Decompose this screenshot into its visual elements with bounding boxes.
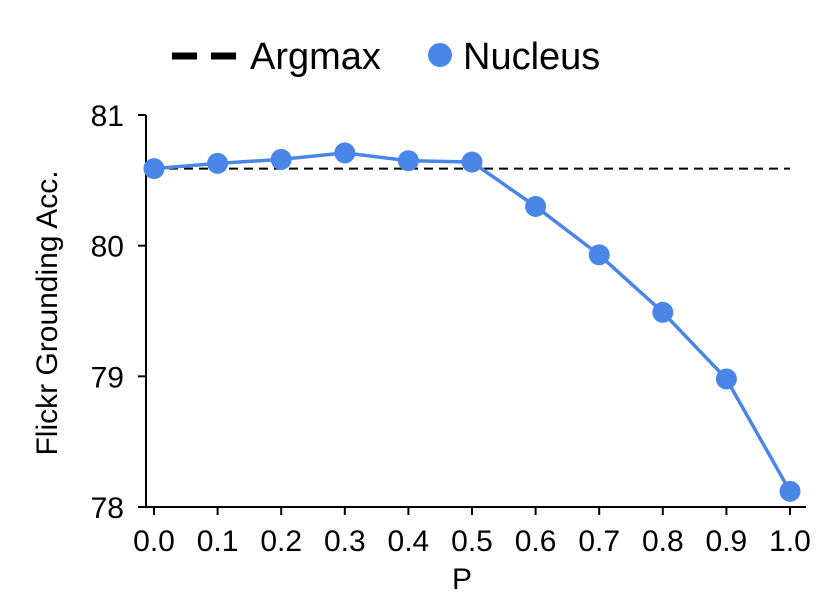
x-tick-label: 0.2 (260, 525, 302, 558)
nucleus-series-line (153, 151, 792, 493)
nucleus-data-point (143, 158, 165, 180)
y-tick-label: 79 (91, 361, 124, 394)
nucleus-data-point (270, 148, 292, 170)
y-tick-label: 78 (91, 492, 124, 525)
nucleus-legend-label: Nucleus (463, 36, 600, 78)
x-tick-label: 0.6 (515, 525, 557, 558)
nucleus-data-point (779, 480, 801, 502)
legend-item-nucleus: Nucleus (428, 36, 600, 78)
nucleus-data-point (461, 151, 483, 173)
x-tick-label: 0.7 (578, 525, 620, 558)
x-tick-label: 1.0 (769, 525, 811, 558)
y-tick-label: 80 (91, 231, 124, 264)
x-tick-label: 0.1 (197, 525, 239, 558)
y-ticks: 78 79 80 81 (91, 100, 146, 525)
nucleus-data-point (525, 195, 547, 217)
x-tick-label: 0.9 (706, 525, 748, 558)
nucleus-data-point (715, 368, 737, 390)
x-ticks: 0.0 0.1 0.2 0.3 0.4 0.5 0.6 0.7 0.8 0.9 1.0 (133, 507, 811, 558)
nucleus-legend-swatch (428, 43, 452, 67)
nucleus-data-point (207, 152, 229, 174)
x-tick-label: 0.5 (451, 525, 493, 558)
legend-item-argmax: Argmax (172, 36, 381, 78)
y-axis-label: Flickr Grounding Acc. (31, 170, 64, 455)
y-tick-label: 81 (91, 100, 124, 133)
nucleus-data-point (588, 244, 610, 266)
axes (145, 115, 806, 508)
x-axis-label: P (452, 563, 472, 596)
argmax-legend-label: Argmax (250, 36, 381, 78)
x-tick-label: 0.3 (324, 525, 366, 558)
plot-area (143, 142, 801, 502)
nucleus-data-point (397, 150, 419, 172)
x-tick-label: 0.8 (642, 525, 684, 558)
legend: Argmax Nucleus (172, 36, 600, 78)
nucleus-data-point (334, 142, 356, 164)
x-tick-label: 0.0 (133, 525, 175, 558)
x-tick-label: 0.4 (388, 525, 430, 558)
nucleus-data-point (652, 301, 674, 323)
